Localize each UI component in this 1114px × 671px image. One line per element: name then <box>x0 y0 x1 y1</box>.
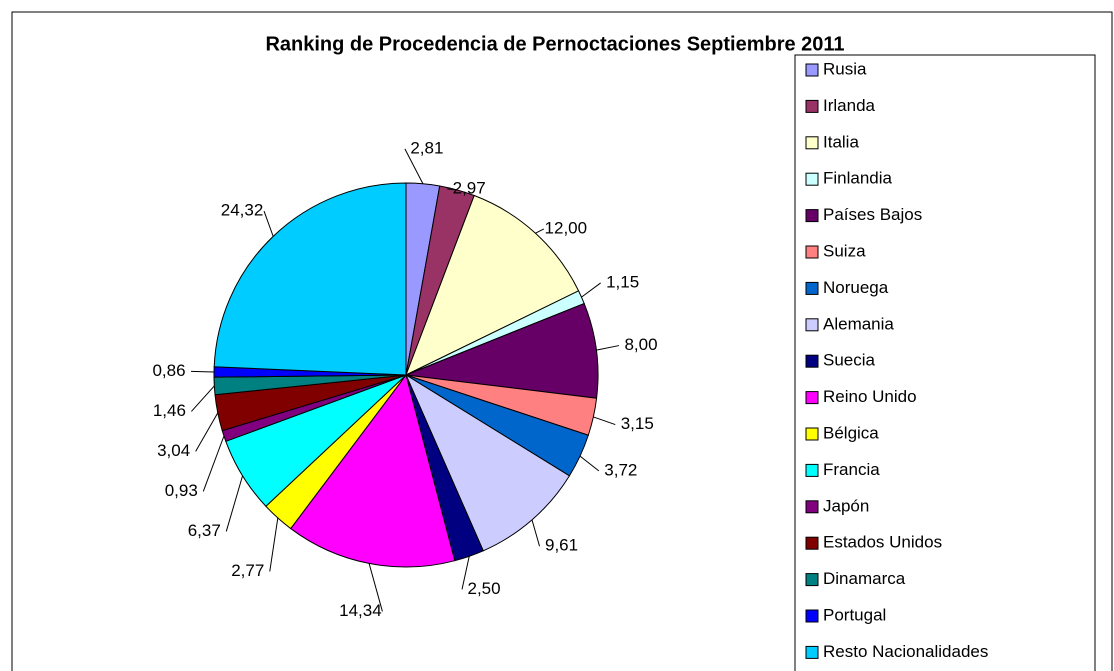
legend-swatch <box>805 536 819 550</box>
pie-slice <box>405 302 599 399</box>
data-label: 2,50 <box>467 579 500 598</box>
legend-label: Noruega <box>823 278 889 297</box>
leader-line <box>202 435 225 492</box>
data-label: 3,15 <box>621 414 654 433</box>
legend-label: Países Bajos <box>823 205 922 224</box>
leader-line <box>531 519 541 547</box>
legend-label: Bélgica <box>823 423 879 442</box>
legend-label: Rusia <box>823 59 867 78</box>
legend-label: Portugal <box>823 605 886 624</box>
legend-swatch <box>805 354 819 368</box>
legend-swatch <box>805 318 819 332</box>
legend-label: Italia <box>823 132 859 151</box>
legend-swatch <box>805 281 819 295</box>
data-label: 1,46 <box>153 401 186 420</box>
legend-swatch <box>805 99 819 113</box>
leader-line <box>581 282 601 298</box>
legend-swatch <box>805 645 819 659</box>
data-label: 1,15 <box>606 272 639 291</box>
legend-label: Reino Unido <box>823 387 917 406</box>
data-label: 2,97 <box>453 178 486 197</box>
legend-label: Suiza <box>823 241 866 260</box>
legend-box <box>794 54 1096 671</box>
leader-line <box>368 563 383 612</box>
leader-line <box>195 412 219 452</box>
legend-label: Dinamarca <box>823 569 906 588</box>
legend-swatch <box>805 63 819 77</box>
leader-line <box>269 517 279 572</box>
legend-label: Alemania <box>823 314 894 333</box>
leader-line <box>579 455 600 472</box>
leader-line <box>191 370 215 373</box>
legend-swatch <box>805 573 819 587</box>
legend-label: Irlanda <box>823 96 876 115</box>
pie-slice <box>404 373 571 552</box>
legend-swatch <box>805 463 819 477</box>
legend-label: Japón <box>823 496 869 515</box>
pie-slice <box>405 194 580 377</box>
legend-label: Francia <box>823 460 880 479</box>
legend-swatch <box>805 391 819 405</box>
data-label: 8,00 <box>624 335 657 354</box>
legend-swatch <box>805 209 819 223</box>
chart-title: Ranking de Procedencia de Pernoctaciones… <box>265 33 844 55</box>
data-label: 2,81 <box>410 138 443 157</box>
data-label: 12,00 <box>545 218 588 237</box>
leader-line <box>593 416 616 426</box>
leader-line <box>596 345 620 351</box>
data-label: 24,32 <box>221 201 264 220</box>
data-label: 3,72 <box>604 460 637 479</box>
leader-line <box>535 228 545 234</box>
legend-swatch <box>805 172 819 186</box>
data-label: 9,61 <box>545 536 578 555</box>
data-label: 2,77 <box>231 561 264 580</box>
data-label: 0,93 <box>165 481 198 500</box>
legend-swatch <box>805 609 819 623</box>
data-label: 6,37 <box>188 521 221 540</box>
legend-swatch <box>805 136 819 150</box>
leader-line <box>461 556 470 590</box>
legend-label: Estados Unidos <box>823 533 942 552</box>
leader-line <box>225 475 244 532</box>
pie-slice <box>290 373 456 568</box>
leader-line <box>447 188 458 191</box>
data-label: 0,86 <box>152 361 185 380</box>
data-label: 14,34 <box>339 601 382 620</box>
legend-label: Finlandia <box>823 169 893 188</box>
leader-line <box>404 148 424 184</box>
legend-label: Suecia <box>823 351 876 370</box>
leader-line <box>263 210 274 237</box>
legend-label: Resto Nacionalidades <box>823 642 988 661</box>
leader-line <box>191 385 215 412</box>
legend-swatch <box>805 245 819 259</box>
data-label: 3,04 <box>157 441 190 460</box>
legend-swatch <box>805 427 819 441</box>
legend-swatch <box>805 500 819 514</box>
